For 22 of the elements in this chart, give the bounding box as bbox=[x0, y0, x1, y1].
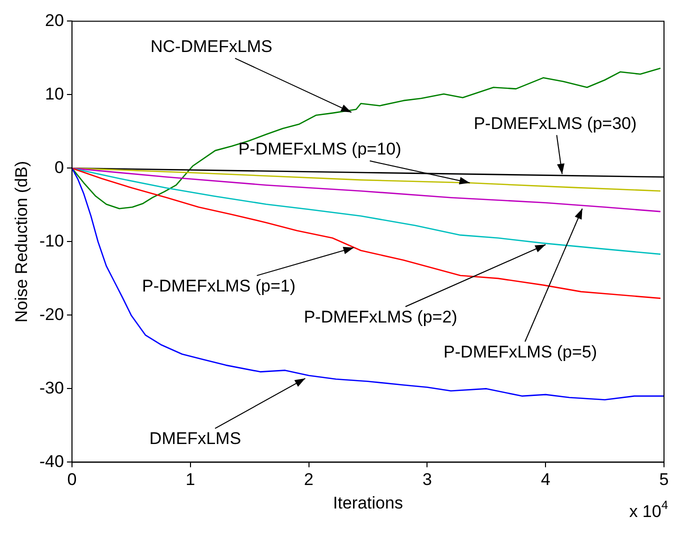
y-tick-label: 20 bbox=[45, 10, 64, 30]
annotation: P-DMEFxLMS (p=30) bbox=[474, 114, 637, 133]
annotation: DMEFxLMS bbox=[149, 429, 242, 448]
y-tick-label: -10 bbox=[39, 231, 64, 250]
y-tick-label: 10 bbox=[45, 84, 64, 104]
annotation: P-DMEFxLMS (p=1) bbox=[142, 276, 296, 296]
y-tick-label: 0 bbox=[54, 158, 64, 177]
x-tick-label: 4 bbox=[540, 470, 550, 490]
x-tick-label: 3 bbox=[422, 470, 432, 490]
y-tick-label: -20 bbox=[39, 304, 64, 324]
annotation: P-DMEFxLMS (p=2) bbox=[304, 307, 458, 326]
y-axis-title: Noise Reduction (dB) bbox=[12, 160, 31, 322]
x-tick-label: 2 bbox=[304, 470, 314, 490]
annotation: NC-DMEFxLMS bbox=[150, 37, 272, 56]
x-tick-label: 5 bbox=[659, 470, 669, 490]
x-axis-title: Iterations bbox=[333, 493, 403, 512]
annotation: P-DMEFxLMS (p=5) bbox=[444, 342, 598, 362]
y-tick-label: -30 bbox=[39, 378, 64, 398]
x-tick-label: 1 bbox=[186, 470, 196, 490]
x-tick-label: 0 bbox=[67, 470, 77, 490]
annotation: P-DMEFxLMS (p=10) bbox=[238, 140, 402, 159]
y-tick-label: -40 bbox=[39, 452, 64, 471]
